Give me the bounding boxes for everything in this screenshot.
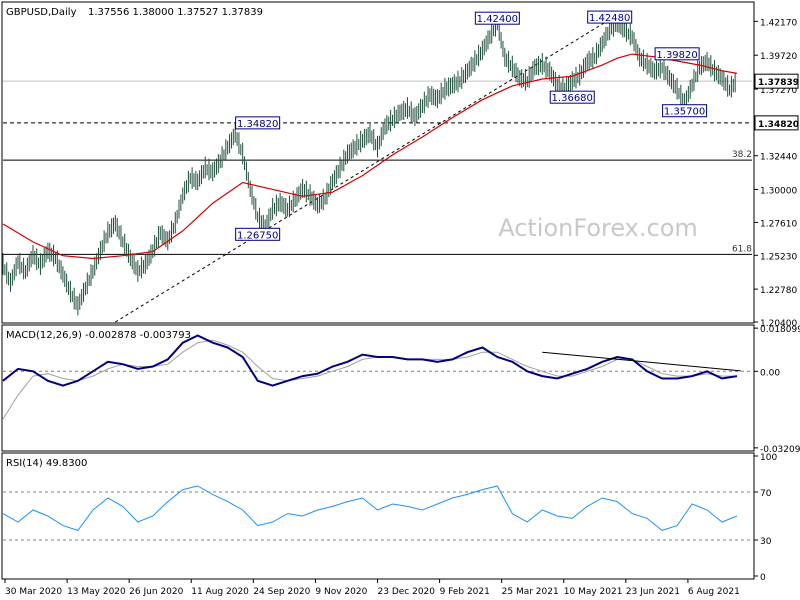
x-tick-label: 6 Aug 2021 — [688, 587, 740, 597]
price-annotation-box — [587, 10, 633, 24]
x-tick-label: 24 Sep 2020 — [253, 587, 310, 597]
x-tick-label: 9 Feb 2021 — [440, 587, 490, 597]
price-y-tick-label: 1.30000 — [760, 186, 797, 196]
rsi-y-tick-label: 100 — [760, 453, 777, 463]
x-tick-label: 9 Nov 2020 — [315, 587, 367, 597]
x-tick-label: 10 May 2021 — [564, 587, 623, 597]
price-y-tick-label: 1.39720 — [760, 52, 797, 62]
price-annotation-box — [235, 227, 281, 241]
price-annotation-box — [474, 11, 520, 25]
fib-level-label: 38.2 — [732, 150, 752, 160]
price-y-tick-label: 1.20400 — [760, 319, 797, 329]
price-annotation-label: 1.34820 — [237, 119, 278, 130]
rsi-plot: 100 70 30 0 — [2, 453, 777, 583]
macd-y-tick-label: 0.018099 — [760, 325, 800, 335]
moving-average-line — [2, 53, 738, 260]
current-price-axis-label: 1.37839 — [758, 78, 799, 88]
price-y-tick-label: 1.37270 — [760, 86, 797, 96]
rsi-y-tick-label: 70 — [760, 489, 772, 499]
price-annotation-label: 1.36680 — [552, 93, 593, 104]
x-tick-label: 13 May 2020 — [67, 587, 126, 597]
price-annotation-box — [235, 116, 281, 130]
rsi-line — [2, 485, 738, 531]
price-annotation-label: 1.42480 — [589, 13, 630, 24]
macd-panel-frame — [1, 324, 755, 452]
macd-trendline — [542, 351, 741, 372]
price-panel-frame — [1, 1, 755, 324]
price-annotation-label: 1.42400 — [477, 14, 518, 25]
price-y-tick-label: 1.32440 — [760, 153, 797, 163]
macd-y-tick-label: -0.032099 — [760, 445, 800, 455]
rsi-y-tick-label: 0 — [760, 573, 766, 583]
macd-header: MACD(12,26,9) -0.002878 -0.003793 — [6, 330, 191, 341]
price-annotation-box — [654, 47, 700, 61]
rsi-y-tick-label: 30 — [760, 537, 772, 547]
price-annotation-box — [549, 90, 595, 104]
price-bars — [2, 13, 736, 316]
x-tick-label: 30 Mar 2020 — [5, 587, 62, 597]
price-y-tick-label: 1.27610 — [760, 219, 797, 229]
x-tick-label: 11 Aug 2020 — [191, 587, 249, 597]
price-header-ohlc: 1.37556 1.38000 1.37527 1.37839 — [88, 7, 263, 18]
price-annotation-label: 1.39820 — [656, 50, 697, 61]
macd-y-tick-label: 0.00 — [760, 368, 780, 378]
current-price-axis-box — [754, 73, 799, 89]
macd-plot: 0.018099 0.00 -0.032099 — [2, 325, 800, 455]
price-annotation-box — [662, 104, 708, 118]
support-price-axis-label: 1.34820 — [758, 120, 799, 130]
trendline — [115, 19, 610, 323]
x-tick-label: 26 Jun 2020 — [129, 587, 183, 597]
watermark: ActionForex.com — [498, 214, 698, 242]
price-annotation-label: 1.35700 — [664, 107, 705, 118]
price-y-tick-label: 1.25230 — [760, 252, 797, 262]
x-axis: 30 Mar 2020 13 May 2020 26 Jun 2020 11 Aug … — [4, 579, 740, 597]
price-y-tick-label: 1.42170 — [760, 18, 797, 28]
x-tick-label: 23 Jun 2021 — [626, 587, 680, 597]
price-annotation-label: 1.26750 — [237, 230, 278, 241]
support-price-axis-box — [754, 115, 799, 131]
price-header-symbol: GBPUSD,Daily — [6, 7, 77, 18]
x-tick-label: 25 Mar 2021 — [502, 587, 559, 597]
macd-line — [2, 334, 738, 387]
rsi-header: RSI(14) 49.8300 — [6, 458, 87, 469]
fib-level-label: 61.8 — [732, 244, 752, 254]
price-plot: 38.2 61.8 1.34820 1.26750 1.42400 1.36680 1.42… — [2, 10, 799, 329]
x-tick-label: 23 Dec 2020 — [378, 587, 436, 597]
price-y-tick-label: 1.22780 — [760, 286, 797, 296]
rsi-panel-frame — [1, 452, 755, 580]
